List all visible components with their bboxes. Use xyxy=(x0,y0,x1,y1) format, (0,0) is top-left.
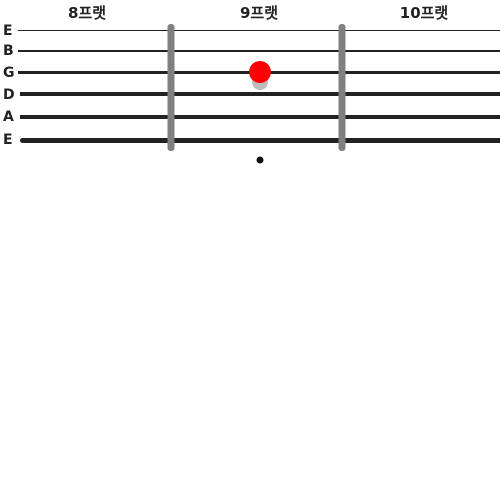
fret-position-marker xyxy=(256,156,264,164)
string-d xyxy=(20,92,500,96)
fret-bar-9 xyxy=(167,24,175,151)
string-label-high-e: E xyxy=(3,23,13,39)
string-label-a: A xyxy=(3,109,14,125)
string-high-e xyxy=(18,30,500,31)
string-label-d: D xyxy=(3,87,15,103)
fret-label-10: 10프랫 xyxy=(399,4,449,22)
string-label-g: G xyxy=(3,65,15,81)
string-label-b: B xyxy=(3,43,14,59)
string-a xyxy=(20,115,500,119)
string-b xyxy=(18,50,500,52)
fret-label-8: 8프랫 xyxy=(67,4,107,22)
fret-bar-10 xyxy=(338,24,346,151)
highlighted-note-g-fret-9[interactable] xyxy=(249,61,271,83)
fret-label-9: 9프랫 xyxy=(239,4,279,22)
string-low-e xyxy=(20,138,500,143)
string-label-low-e: E xyxy=(3,132,13,148)
